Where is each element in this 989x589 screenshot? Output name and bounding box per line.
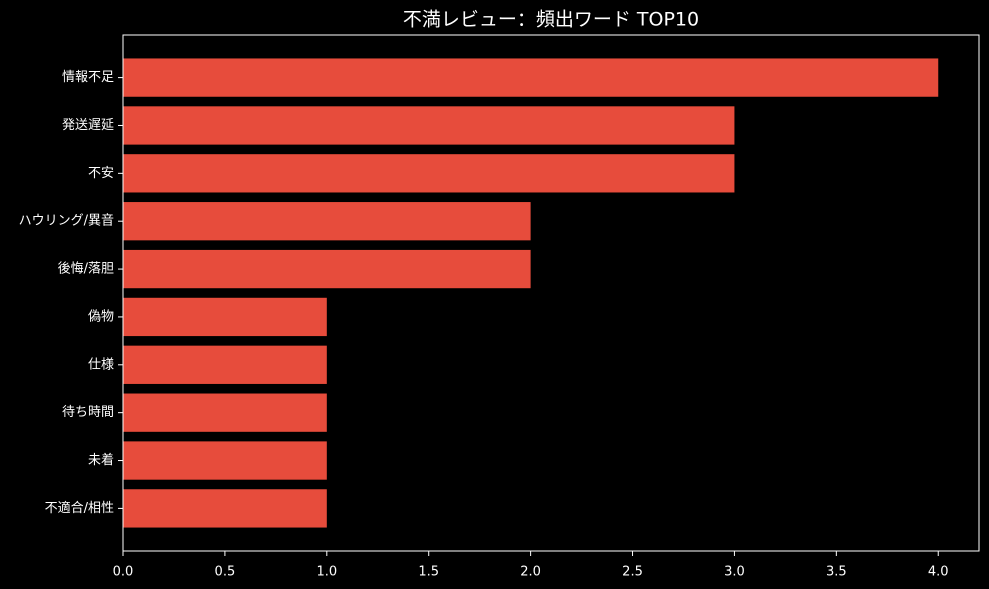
chart-title: 不満レビュー：頻出ワード TOP10: [403, 9, 699, 31]
plot-frame: [122, 34, 980, 552]
y-tick-label: 偽物: [88, 309, 114, 324]
x-tick-label: 0.0: [113, 565, 134, 580]
bar: [123, 58, 939, 97]
bar: [123, 154, 735, 193]
x-tick-label: 2.5: [622, 565, 643, 580]
bar: [123, 249, 531, 289]
bar: [123, 297, 327, 337]
y-tick-label: 発送遅延: [62, 118, 114, 133]
y-tick-label: 不安: [88, 166, 114, 181]
x-tick-label: 3.0: [724, 565, 745, 580]
bar: [123, 393, 327, 432]
x-tick-label: 0.5: [215, 565, 236, 580]
x-tick-label: 3.5: [826, 565, 847, 580]
x-tick-label: 1.5: [418, 565, 439, 580]
bar: [123, 489, 327, 528]
y-tick-label: 未着: [88, 452, 114, 468]
y-tick-label: 後悔/落胆: [58, 262, 114, 277]
y-tick-label: 待ち時間: [62, 405, 114, 420]
bar: [123, 345, 327, 384]
bar: [123, 441, 327, 480]
y-tick-label: 仕様: [88, 357, 114, 372]
x-tick-label: 1.0: [316, 565, 337, 580]
bar: [123, 202, 531, 241]
x-tick-label: 2.0: [520, 565, 541, 580]
bar: [123, 106, 735, 145]
x-tick-label: 4.0: [928, 565, 949, 580]
y-tick-label: 不適合/相性: [45, 500, 114, 516]
y-tick-label: ハウリング/異音: [19, 213, 114, 229]
y-tick-label: 情報不足: [62, 70, 114, 85]
